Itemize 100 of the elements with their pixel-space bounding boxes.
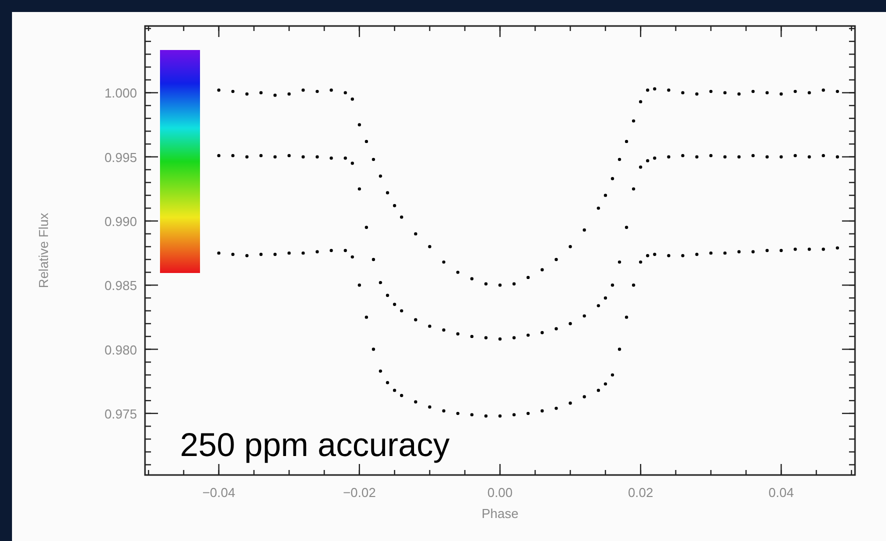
point: [231, 154, 234, 158]
point: [456, 412, 460, 416]
point: [610, 373, 614, 377]
point: [316, 90, 319, 94]
point: [610, 177, 614, 180]
point: [836, 90, 840, 94]
point: [386, 294, 390, 297]
point: [245, 254, 249, 258]
point: [364, 140, 368, 144]
point: [604, 296, 608, 300]
point: [836, 246, 840, 250]
point: [632, 119, 636, 123]
point: [638, 166, 642, 169]
y-tick-label: 0.995: [104, 150, 137, 165]
point: [372, 258, 376, 262]
point: [378, 174, 382, 178]
point: [638, 100, 642, 104]
point: [512, 413, 516, 416]
point: [400, 394, 404, 398]
point: [709, 251, 712, 255]
point: [259, 252, 263, 256]
point: [540, 268, 544, 272]
point: [364, 226, 368, 230]
point: [302, 155, 305, 158]
point: [358, 187, 362, 191]
point: [484, 414, 488, 418]
y-tick-label: 0.985: [104, 278, 137, 294]
point: [646, 88, 650, 92]
point: [350, 255, 354, 259]
point: [751, 90, 755, 94]
point: [780, 92, 783, 96]
point: [344, 156, 347, 160]
point: [330, 156, 333, 160]
point: [288, 251, 291, 255]
point: [646, 159, 650, 162]
point: [302, 88, 305, 92]
point: [766, 91, 769, 94]
point: [217, 154, 220, 158]
point: [632, 284, 636, 287]
point: [231, 90, 234, 94]
point: [618, 260, 622, 264]
point: [780, 155, 783, 158]
point: [681, 91, 684, 94]
point: [624, 226, 628, 230]
point: [288, 154, 291, 158]
x-tick-label: −0.04: [202, 485, 236, 500]
point: [780, 248, 783, 252]
point: [484, 336, 488, 340]
annotation: 250 ppm accuracy: [180, 426, 450, 463]
x-tick-label: 0.00: [487, 485, 513, 500]
point: [273, 252, 277, 256]
point: [526, 334, 530, 337]
point: [751, 250, 755, 254]
point: [288, 92, 291, 96]
point: [273, 94, 277, 97]
point: [378, 369, 382, 373]
x-axis-title: Phase: [482, 506, 518, 521]
point: [364, 316, 368, 319]
point: [330, 248, 333, 252]
point: [512, 336, 516, 340]
point: [604, 382, 608, 386]
y-axis-title: Relative Flux: [36, 212, 51, 288]
point: [554, 258, 558, 262]
point: [624, 316, 628, 319]
point: [695, 252, 698, 256]
point: [316, 250, 319, 254]
point: [428, 245, 432, 248]
point: [470, 334, 474, 338]
point: [582, 228, 586, 232]
point: [344, 248, 347, 252]
point: [259, 91, 263, 94]
point: [709, 90, 712, 94]
point: [766, 248, 769, 252]
point: [653, 156, 656, 160]
point: [330, 88, 333, 92]
point: [386, 191, 390, 194]
point: [667, 155, 670, 158]
point: [737, 155, 741, 158]
point: [428, 324, 432, 328]
y-tick-label: 0.990: [104, 214, 137, 229]
point: [836, 155, 840, 158]
point: [794, 154, 797, 158]
point: [709, 154, 712, 158]
point: [632, 187, 636, 191]
point: [414, 318, 418, 322]
point: [414, 232, 418, 236]
point: [624, 140, 628, 144]
point: [392, 204, 396, 208]
point: [392, 388, 396, 392]
point: [808, 248, 811, 251]
point: [378, 280, 382, 284]
point: [372, 158, 376, 162]
point: [822, 248, 825, 251]
y-tick-label: 0.975: [104, 406, 137, 422]
point: [498, 284, 502, 287]
point: [646, 254, 650, 258]
x-tick-label: 0.02: [628, 485, 654, 500]
point: [667, 88, 670, 92]
point: [540, 331, 544, 334]
point: [766, 155, 769, 158]
